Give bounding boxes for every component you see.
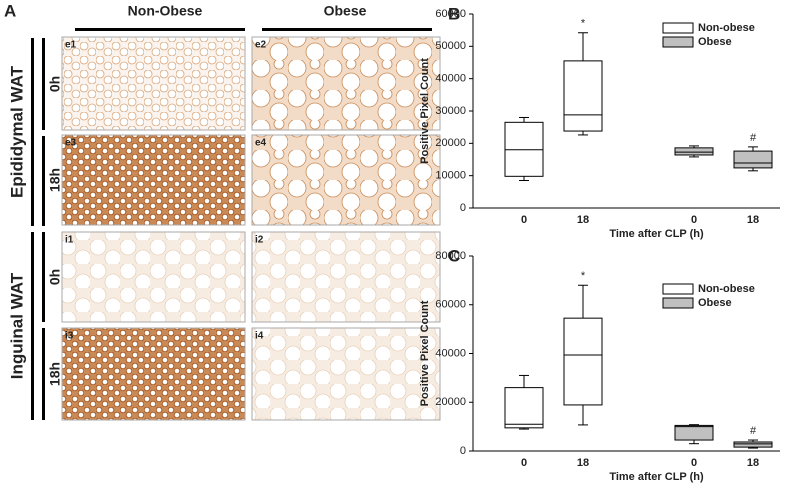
y-tick-label: 10000: [435, 170, 466, 182]
x-tick-label: 0: [691, 457, 697, 469]
group-bar: [31, 38, 34, 226]
y-tick-label: 60000: [435, 8, 466, 20]
tile-label: e1: [65, 40, 77, 51]
panel-label: A: [4, 1, 16, 20]
micrograph: [251, 327, 441, 421]
tile-label: i4: [255, 331, 264, 342]
row-label: 18h: [47, 168, 63, 192]
x-tick-label: 18: [577, 457, 589, 469]
legend-label: Obese: [698, 297, 732, 309]
micrograph: [251, 134, 441, 226]
x-tick-label: 18: [747, 457, 759, 469]
box: [563, 60, 603, 132]
box: [674, 424, 714, 441]
row-label: 0h: [47, 269, 63, 285]
y-tick-label: 30000: [435, 105, 466, 117]
legend-label: Non-obese: [698, 283, 755, 295]
y-axis-label: Positive Pixel Count: [419, 58, 431, 164]
y-tick-label: 20000: [435, 396, 466, 408]
legend-swatch: [662, 283, 694, 295]
micrograph: [61, 36, 246, 131]
micrograph: [61, 231, 246, 323]
group-label: Inguinal WAT: [7, 272, 26, 379]
x-axis-label: Time after CLP (h): [609, 471, 704, 483]
legend-label: Non-obese: [698, 22, 755, 34]
x-axis-label: Time after CLP (h): [609, 228, 704, 240]
header-bar: [262, 28, 432, 31]
box: [563, 317, 603, 406]
box: [504, 387, 544, 429]
box: [674, 147, 714, 156]
row-bar: [42, 136, 45, 226]
micrograph: [61, 327, 246, 421]
x-tick-label: 18: [577, 214, 589, 226]
group-bar: [31, 232, 34, 420]
y-tick-label: 0: [460, 445, 466, 457]
box: [733, 441, 773, 448]
row-bar: [42, 328, 45, 420]
group-label: Epididymal WAT: [7, 65, 26, 198]
y-axis-label: Positive Pixel Count: [419, 300, 431, 406]
x-tick-label: 0: [521, 457, 527, 469]
legend-swatch: [662, 36, 694, 48]
y-tick-label: 50000: [435, 40, 466, 52]
panel-a: A Non-Obese Obese Epididymal WAT Inguina…: [4, 1, 432, 420]
column-header: Obese: [324, 3, 367, 19]
tile-label: i1: [65, 235, 74, 246]
x-tick-label: 0: [521, 214, 527, 226]
y-tick-label: 40000: [435, 347, 466, 359]
legend-label: Obese: [698, 36, 732, 48]
tile-label: e3: [65, 138, 77, 149]
micrograph: [61, 134, 246, 226]
annotation: #: [750, 425, 757, 437]
legend-swatch: [662, 297, 694, 309]
panel-label: B: [448, 4, 460, 23]
tile-label: e2: [255, 40, 267, 51]
annotation: *: [581, 18, 586, 30]
legend-swatch: [662, 22, 694, 34]
tile-label: i3: [65, 331, 74, 342]
row-bar: [42, 38, 45, 130]
box: [733, 150, 773, 169]
row-bar: [42, 232, 45, 322]
x-tick-label: 0: [691, 214, 697, 226]
column-header: Non-Obese: [128, 3, 203, 19]
micrograph: [251, 231, 441, 323]
micrograph: [251, 36, 441, 131]
header-bar: [75, 28, 245, 31]
tile-label: e4: [255, 138, 267, 149]
y-tick-label: 20000: [435, 137, 466, 149]
row-label: 18h: [47, 362, 63, 386]
y-tick-label: 60000: [435, 299, 466, 311]
panel-label: C: [448, 246, 460, 265]
row-label: 0h: [47, 76, 63, 92]
annotation: *: [581, 270, 586, 282]
y-tick-label: 80000: [435, 250, 466, 262]
y-tick-label: 0: [460, 202, 466, 214]
annotation: #: [750, 132, 757, 144]
y-tick-label: 40000: [435, 73, 466, 85]
tile-label: i2: [255, 235, 264, 246]
x-tick-label: 18: [747, 214, 759, 226]
